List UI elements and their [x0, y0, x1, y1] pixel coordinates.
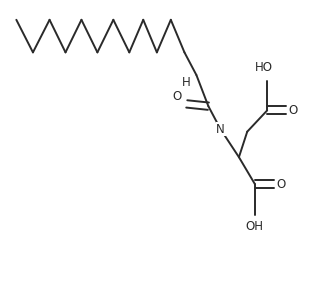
Text: N: N [216, 123, 225, 136]
Text: O: O [289, 104, 298, 117]
Text: OH: OH [246, 220, 264, 233]
Text: O: O [173, 90, 182, 103]
Text: H: H [181, 76, 190, 89]
Text: HO: HO [255, 61, 273, 74]
Text: O: O [276, 178, 286, 190]
